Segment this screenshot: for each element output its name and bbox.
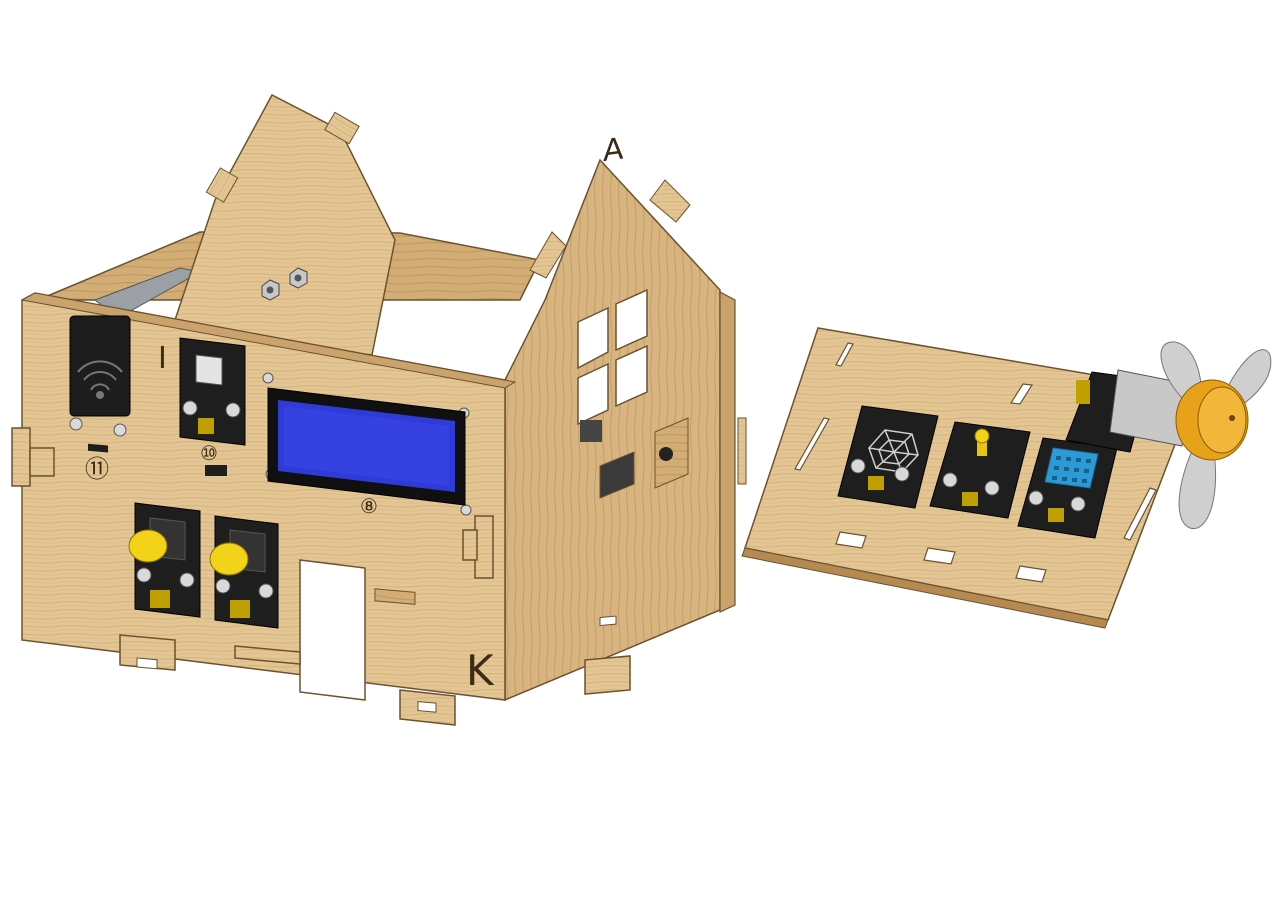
fan-icon — [1160, 341, 1272, 529]
side-clip — [11, 427, 494, 579]
sound-sensor-module — [837, 405, 939, 509]
hex-nut-left — [261, 279, 280, 301]
led-module — [929, 421, 1031, 519]
speaker-module — [69, 315, 131, 417]
house-front-letter: K — [466, 646, 495, 695]
humidity-sensor-module — [1017, 437, 1118, 539]
fan-motor-module — [1065, 341, 1272, 529]
hex-nut-right — [289, 267, 308, 289]
panel-number-i: I — [158, 341, 167, 376]
side-port-cutout — [599, 451, 635, 499]
sensor-board-edge — [741, 547, 1109, 629]
buzzer-speaker-icon — [77, 360, 123, 399]
house-window — [577, 288, 648, 426]
led-icon — [974, 428, 990, 456]
inner-board — [580, 420, 602, 442]
board-slot — [794, 342, 1157, 583]
label-11: ⑪ — [85, 455, 109, 483]
label-10: ⑩ — [200, 441, 218, 465]
front-wall-top-edge — [20, 292, 517, 389]
house-back-gable — [174, 93, 396, 356]
house-right-edge — [719, 291, 736, 613]
humidity-sensor-icon — [1044, 447, 1099, 489]
push-button-module-2 — [209, 515, 279, 629]
sensor-board-assembly — [741, 327, 1272, 629]
house-side-letter: A — [603, 131, 624, 169]
front-wall-tabs — [119, 634, 631, 726]
label-8: ⑧ — [360, 494, 378, 518]
house-assembly: A — [11, 93, 747, 726]
lcd-display-module — [267, 387, 466, 506]
photocell-module — [179, 337, 246, 446]
house-door-cutout — [299, 559, 366, 701]
push-button-module-1 — [128, 502, 201, 618]
